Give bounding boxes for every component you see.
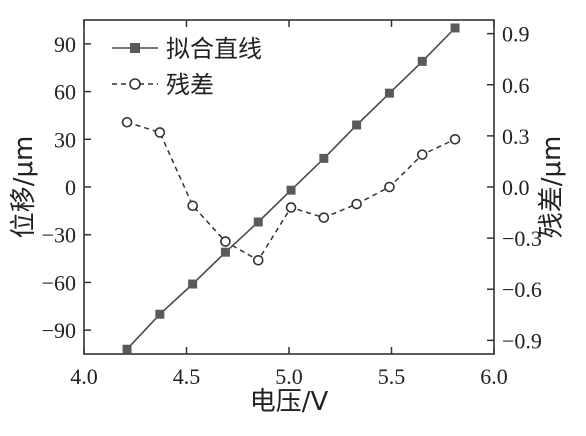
left-y-axis-title: 位移/μm [9, 136, 39, 239]
residual-circle-marker [220, 236, 231, 247]
fit-square-marker [450, 23, 460, 33]
left-y-tick-label: 30 [54, 127, 76, 152]
residual-circle-marker [384, 181, 395, 193]
left-y-tick-label: −90 [42, 318, 76, 343]
right-y-axis-ticks: 0.9 0.6 0.3 0.0 −0.3 −0.6 −0.9 [487, 22, 542, 353]
residual-circle-marker [318, 212, 330, 223]
residual-circle-marker [252, 254, 264, 266]
right-y-tick-label: −0.3 [502, 226, 542, 251]
right-y-tick-label: 0.6 [502, 73, 530, 98]
legend-item-fit: 拟合直线 [112, 35, 262, 63]
left-y-tick-label: 90 [54, 32, 76, 57]
x-tick-label: 4.5 [173, 364, 201, 389]
x-axis-ticks: 4.0 4.5 5.0 5.5 6.0 [70, 20, 508, 389]
series-fit-line [122, 23, 460, 354]
residual-circle-marker [416, 149, 428, 160]
right-y-tick-label: −0.6 [502, 277, 542, 302]
legend-fit-square-marker [130, 43, 140, 53]
legend: 拟合直线 残差 [112, 35, 262, 99]
fit-square-marker [417, 56, 427, 66]
series-residual [121, 116, 461, 266]
fit-square-marker [352, 120, 362, 130]
fit-square-marker [253, 217, 263, 227]
residual-circle-marker [154, 127, 166, 138]
fit-square-marker [286, 185, 296, 195]
legend-item-residual: 残差 [112, 71, 214, 99]
right-y-tick-label: 0.3 [502, 124, 530, 149]
legend-residual-circle-marker [129, 78, 141, 90]
right-y-tick-label: −0.9 [502, 328, 542, 353]
left-y-tick-label: −60 [42, 270, 76, 295]
fit-square-marker [220, 247, 230, 257]
x-tick-label: 5.5 [378, 364, 406, 389]
left-y-tick-label: 60 [54, 80, 76, 105]
residual-circle-marker [285, 202, 297, 213]
legend-residual-label: 残差 [166, 71, 214, 99]
x-tick-label: 6.0 [480, 364, 508, 389]
x-tick-label: 4.0 [70, 364, 98, 389]
x-axis-title: 电压/V [250, 387, 329, 417]
fit-square-marker [122, 344, 132, 354]
left-y-tick-label: 0 [65, 175, 76, 200]
residual-circle-marker [351, 198, 362, 210]
fit-square-marker [384, 88, 394, 98]
fit-square-marker [155, 309, 165, 319]
left-y-axis-ticks: 90 60 30 0 −30 −60 −90 [42, 32, 91, 343]
x-tick-label: 5.0 [275, 364, 303, 389]
fit-square-marker [188, 279, 198, 289]
right-y-tick-label: 0.9 [502, 22, 530, 47]
right-y-axis-title: 残差/μm [537, 136, 567, 239]
residual-circle-marker [121, 116, 133, 128]
residual-circle-marker [449, 133, 461, 145]
right-y-tick-label: 0.0 [502, 175, 530, 200]
legend-fit-label: 拟合直线 [166, 35, 262, 63]
left-y-tick-label: −30 [42, 223, 76, 248]
residual-circle-marker [187, 200, 198, 212]
fit-square-marker [319, 153, 329, 163]
